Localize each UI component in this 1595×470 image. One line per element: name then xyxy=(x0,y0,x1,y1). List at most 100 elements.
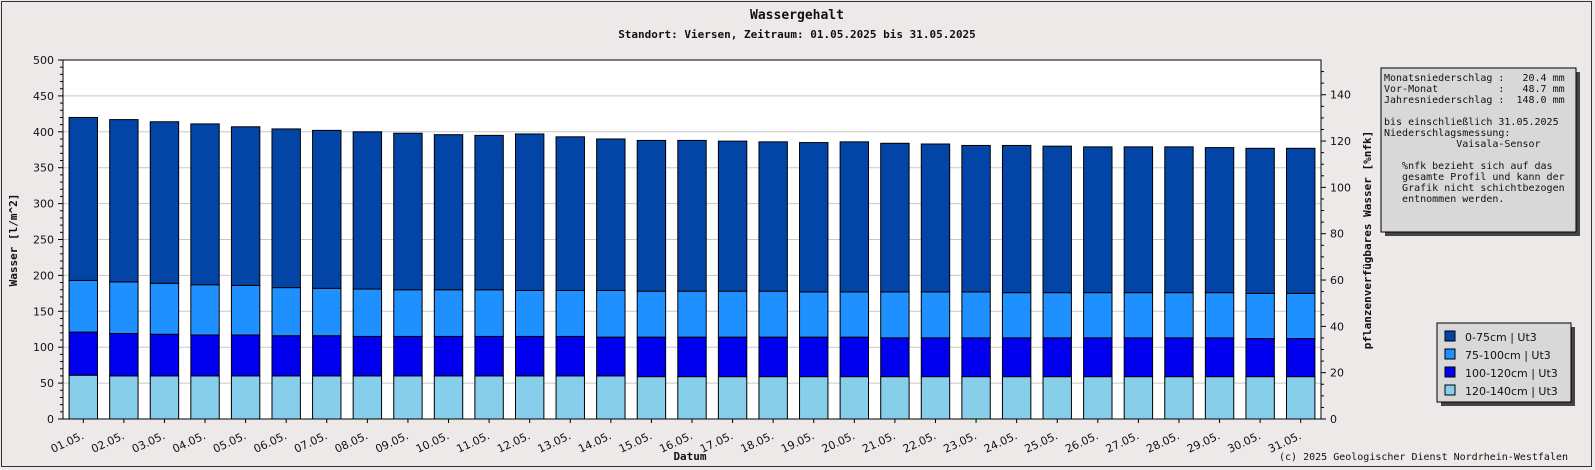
x-tick-label: 28.05. xyxy=(1144,429,1181,456)
bar-segment xyxy=(1204,147,1235,294)
y-tick-label: 350 xyxy=(33,162,54,175)
bar-segment xyxy=(352,335,383,377)
bar-segment xyxy=(230,375,261,420)
bar-segment xyxy=(149,282,180,335)
x-tick-label: 24.05. xyxy=(982,429,1019,456)
bar-segment xyxy=(677,376,707,420)
bar-segment xyxy=(880,291,910,339)
y-axis-ticks: 0 50 100 150 200 250 300 350 400 450 500 xyxy=(33,54,63,426)
legend-label: 75-100cm | Ut3 xyxy=(1465,349,1551,362)
y-tick-label: 0 xyxy=(47,413,54,426)
bar-segment xyxy=(1245,292,1275,340)
bar-segment xyxy=(555,136,585,291)
x-tick-label: 20.05. xyxy=(820,429,857,456)
bar-segment xyxy=(514,133,545,291)
bar-segment xyxy=(393,132,423,291)
x-tick-label: 30.05. xyxy=(1226,429,1263,456)
bar-segment xyxy=(636,376,667,420)
bar-segment xyxy=(1001,292,1032,339)
bar-segment xyxy=(190,123,220,286)
bar-segment xyxy=(1164,376,1194,420)
bar-segment xyxy=(149,333,180,377)
y2-tick-label: 20 xyxy=(1330,367,1344,380)
bar-segment xyxy=(880,376,910,420)
bar-segment xyxy=(1286,147,1316,294)
bar-segment xyxy=(799,336,829,378)
bar-segment xyxy=(636,290,667,338)
bar-segment xyxy=(758,290,788,338)
bar-segment xyxy=(109,119,139,283)
bar-segment xyxy=(636,336,667,378)
y-tick-label: 300 xyxy=(33,198,54,211)
bar-segment xyxy=(1042,376,1072,420)
copyright-text: (c) 2025 Geologischer Dienst Nordrhein-W… xyxy=(1279,452,1568,463)
bar-segment xyxy=(1001,376,1032,420)
bar-segment xyxy=(1164,292,1194,339)
bar-segment xyxy=(1001,337,1032,378)
bar-segment xyxy=(474,289,504,337)
x-tick-label: 23.05. xyxy=(941,429,978,456)
y2-tick-label: 60 xyxy=(1330,274,1344,287)
y-tick-label: 100 xyxy=(33,341,54,354)
bar-segment xyxy=(596,138,626,291)
bar-segment xyxy=(1245,338,1275,378)
bar-segment xyxy=(230,126,261,286)
bar-segment xyxy=(433,335,464,377)
x-tick-label: 18.05. xyxy=(739,429,776,456)
bar-segment xyxy=(68,331,98,376)
bar-segment xyxy=(271,128,301,289)
bar-segment xyxy=(190,284,220,336)
bar-segment xyxy=(68,374,98,420)
bar-segment xyxy=(68,279,98,333)
bar-segment xyxy=(312,129,342,289)
x-tick-label: 27.05. xyxy=(1104,429,1141,456)
bar-segment xyxy=(1204,292,1235,339)
bars xyxy=(68,116,1316,420)
y2-axis-label: pflanzenverfügbares Wasser [%nfk] xyxy=(1361,131,1374,350)
info-line: bis einschließlich 31.05.2025 xyxy=(1384,117,1559,128)
bar-segment xyxy=(717,140,748,292)
bar-segment xyxy=(1204,337,1235,378)
bar-segment xyxy=(312,335,342,377)
x-tick-label: 02.05. xyxy=(89,429,126,456)
bar-segment xyxy=(758,141,788,292)
bar-segment xyxy=(474,134,504,291)
bar-segment xyxy=(920,376,951,420)
legend-swatch xyxy=(1444,384,1456,396)
bar-segment xyxy=(433,134,464,291)
legend-label: 120-140cm | Ut3 xyxy=(1465,385,1558,398)
y-tick-label: 50 xyxy=(40,377,54,390)
x-tick-label: 25.05. xyxy=(1023,429,1060,456)
bar-segment xyxy=(474,335,504,377)
bar-segment xyxy=(1245,376,1275,420)
bar-segment xyxy=(393,289,423,337)
info-line: Grafik nicht schichtbezogen xyxy=(1384,183,1565,194)
x-axis-label: Datum xyxy=(673,450,706,463)
x-tick-label: 10.05. xyxy=(414,429,451,456)
bar-segment xyxy=(1123,337,1154,378)
bar-segment xyxy=(961,291,991,339)
bar-segment xyxy=(799,376,829,420)
bar-segment xyxy=(758,376,788,420)
bar-segment xyxy=(352,375,383,420)
bar-segment xyxy=(1286,376,1316,420)
x-tick-label: 21.05. xyxy=(860,429,897,456)
bar-segment xyxy=(393,335,423,377)
y-tick-label: 250 xyxy=(33,234,54,247)
y2-tick-label: 0 xyxy=(1330,413,1337,426)
bar-segment xyxy=(190,375,220,420)
y-tick-label: 450 xyxy=(33,90,54,103)
x-tick-label: 03.05. xyxy=(130,429,167,456)
bar-segment xyxy=(109,333,139,377)
x-tick-label: 22.05. xyxy=(901,429,938,456)
bar-segment xyxy=(717,336,748,378)
bar-segment xyxy=(1286,338,1316,378)
y2-tick-label: 80 xyxy=(1330,228,1344,241)
bar-segment xyxy=(271,287,301,337)
info-line: Vaisala-Sensor xyxy=(1384,139,1541,150)
bar-segment xyxy=(717,290,748,338)
y-tick-label: 150 xyxy=(33,305,54,318)
y2-tick-label: 100 xyxy=(1330,181,1351,194)
bar-segment xyxy=(677,290,707,338)
